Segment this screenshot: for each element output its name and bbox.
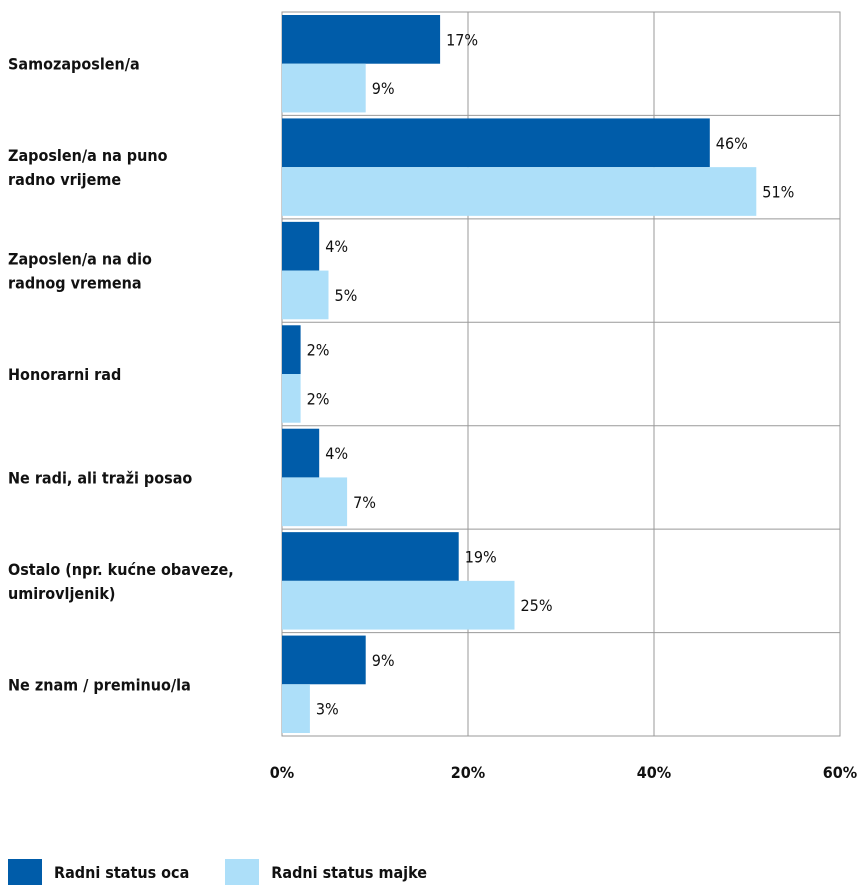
bar: [282, 221, 320, 271]
bar: [282, 684, 310, 733]
legend: Radni status oca Radni status majke: [8, 859, 463, 885]
x-tick-label: 40%: [637, 763, 671, 782]
category-label: Zaposlen/a na puno radno vrijeme: [8, 146, 168, 189]
data-label: 2%: [307, 341, 330, 360]
data-label: 4%: [325, 237, 348, 256]
bar: [282, 374, 301, 423]
data-label: 4%: [325, 444, 348, 463]
bar: [282, 167, 757, 216]
legend-item-father: Radni status oca: [8, 859, 189, 885]
bar: [282, 635, 366, 685]
category-label: Samozaposlen/a: [8, 55, 140, 74]
category-label: Ostalo (npr. kućne obaveze, umirovljenik): [8, 560, 234, 603]
data-label: 5%: [335, 286, 358, 305]
bar: [282, 532, 459, 581]
data-label: 25%: [521, 596, 553, 615]
bar: [282, 63, 366, 113]
legend-label-mother: Radni status majke: [271, 862, 428, 882]
data-label: 9%: [372, 79, 395, 98]
data-label: 7%: [353, 493, 376, 512]
category-label: Ne radi, ali traži posao: [8, 468, 192, 487]
legend-swatch-mother: [225, 859, 260, 885]
x-tick-label: 0%: [270, 763, 294, 782]
data-label: 3%: [316, 700, 339, 719]
bar-chart: 17% 9% Samozaposlen/a 46% 51% Zaposlen/a na p…: [8, 11, 857, 782]
category-label: Ne znam / preminuo/la: [8, 675, 191, 694]
category-label: Honorarni rad: [8, 365, 121, 384]
bar: [282, 270, 329, 320]
data-label: 9%: [372, 651, 395, 670]
data-label: 51%: [762, 183, 794, 202]
legend-label-father: Radni status oca: [54, 862, 190, 882]
bar: [282, 118, 710, 168]
x-tick-label: 20%: [451, 763, 485, 782]
bar: [282, 15, 441, 64]
bar: [282, 325, 301, 374]
legend-swatch-father: [8, 859, 42, 885]
bar: [282, 477, 348, 527]
category-label: Zaposlen/a na dio radnog vremena: [8, 250, 152, 293]
data-label: 19%: [465, 548, 497, 567]
data-label: 46%: [716, 134, 748, 153]
bar: [282, 580, 515, 630]
x-tick-label: 60%: [823, 763, 857, 782]
data-label: 17%: [446, 30, 478, 49]
bar: [282, 428, 320, 478]
legend-item-mother: Radni status majke: [225, 859, 427, 885]
data-label: 2%: [307, 389, 330, 408]
